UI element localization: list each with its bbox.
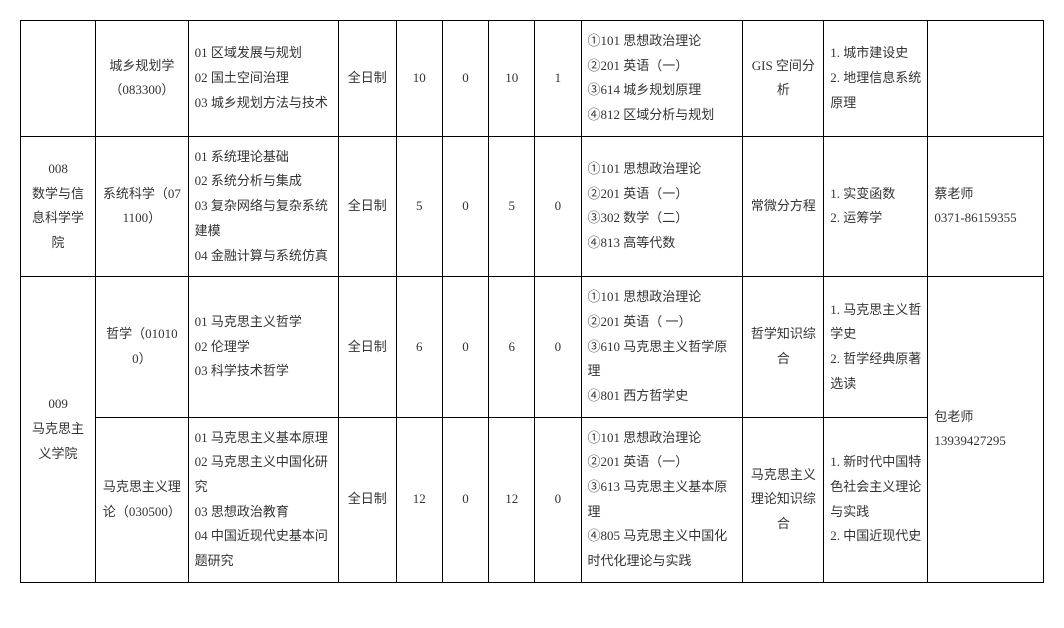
- table-row: 008数学与信息科学学院系统科学（071100）01 系统理论基础02 系统分析…: [21, 136, 1044, 276]
- table-cell: 包老师13939427295: [928, 277, 1044, 583]
- table-cell: 5: [489, 136, 535, 276]
- table-cell: 0: [442, 136, 488, 276]
- table-cell: 全日制: [338, 136, 396, 276]
- table-cell: 1: [535, 21, 581, 137]
- table-cell: 0: [535, 277, 581, 417]
- table-cell: 全日制: [338, 21, 396, 137]
- table-cell: 01 区域发展与规划02 国土空间治理03 城乡规划方法与技术: [188, 21, 338, 137]
- table-cell: 哲学（010100）: [96, 277, 188, 417]
- table-cell: 蔡老师0371-86159355: [928, 136, 1044, 276]
- table-cell: 1. 新时代中国特色社会主义理论与实践2. 中国近现代史: [824, 417, 928, 582]
- table-cell: ①101 思想政治理论②201 英语（一）③614 城乡规划原理④812 区域分…: [581, 21, 743, 137]
- table-cell: 常微分方程: [743, 136, 824, 276]
- table-cell: 1. 马克思主义哲学史2. 哲学经典原著选读: [824, 277, 928, 417]
- table-cell: 009马克思主义学院: [21, 277, 96, 583]
- table-cell: ①101 思想政治理论②201 英语（ 一）③610 马克思主义哲学原理④801…: [581, 277, 743, 417]
- table-row: 城乡规划学（083300）01 区域发展与规划02 国土空间治理03 城乡规划方…: [21, 21, 1044, 137]
- table-cell: 全日制: [338, 417, 396, 582]
- table-cell: 全日制: [338, 277, 396, 417]
- table-cell: 01 马克思主义哲学02 伦理学03 科学技术哲学: [188, 277, 338, 417]
- table-cell: 5: [396, 136, 442, 276]
- table-cell: 哲学知识综合: [743, 277, 824, 417]
- table-cell: 008数学与信息科学学院: [21, 136, 96, 276]
- table-cell: 6: [489, 277, 535, 417]
- table-cell: 马克思主义理论（030500）: [96, 417, 188, 582]
- table-cell: 0: [442, 417, 488, 582]
- table-cell: 马克思主义理论知识综合: [743, 417, 824, 582]
- table-cell: [928, 21, 1044, 137]
- table-cell: 01 马克思主义基本原理02 马克思主义中国化研究03 思想政治教育04 中国近…: [188, 417, 338, 582]
- table-cell: 0: [442, 21, 488, 137]
- table-row: 马克思主义理论（030500）01 马克思主义基本原理02 马克思主义中国化研究…: [21, 417, 1044, 582]
- table-cell: 10: [489, 21, 535, 137]
- table-cell: ①101 思想政治理论②201 英语（一）③613 马克思主义基本原理④805 …: [581, 417, 743, 582]
- table-cell: 10: [396, 21, 442, 137]
- table-cell: 城乡规划学（083300）: [96, 21, 188, 137]
- table-cell: 0: [535, 136, 581, 276]
- table-row: 009马克思主义学院哲学（010100）01 马克思主义哲学02 伦理学03 科…: [21, 277, 1044, 417]
- table-cell: 系统科学（071100）: [96, 136, 188, 276]
- table-cell: ①101 思想政治理论②201 英语（一）③302 数学（二）④813 高等代数: [581, 136, 743, 276]
- table-cell: GIS 空间分析: [743, 21, 824, 137]
- table-cell: 12: [396, 417, 442, 582]
- catalog-table: 城乡规划学（083300）01 区域发展与规划02 国土空间治理03 城乡规划方…: [20, 20, 1044, 583]
- table-cell: 1. 实变函数2. 运筹学: [824, 136, 928, 276]
- table-cell: 01 系统理论基础02 系统分析与集成03 复杂网络与复杂系统建模04 金融计算…: [188, 136, 338, 276]
- table-cell: 1. 城市建设史2. 地理信息系统原理: [824, 21, 928, 137]
- table-cell: 0: [442, 277, 488, 417]
- table-cell: [21, 21, 96, 137]
- table-cell: 12: [489, 417, 535, 582]
- table-cell: 0: [535, 417, 581, 582]
- table-cell: 6: [396, 277, 442, 417]
